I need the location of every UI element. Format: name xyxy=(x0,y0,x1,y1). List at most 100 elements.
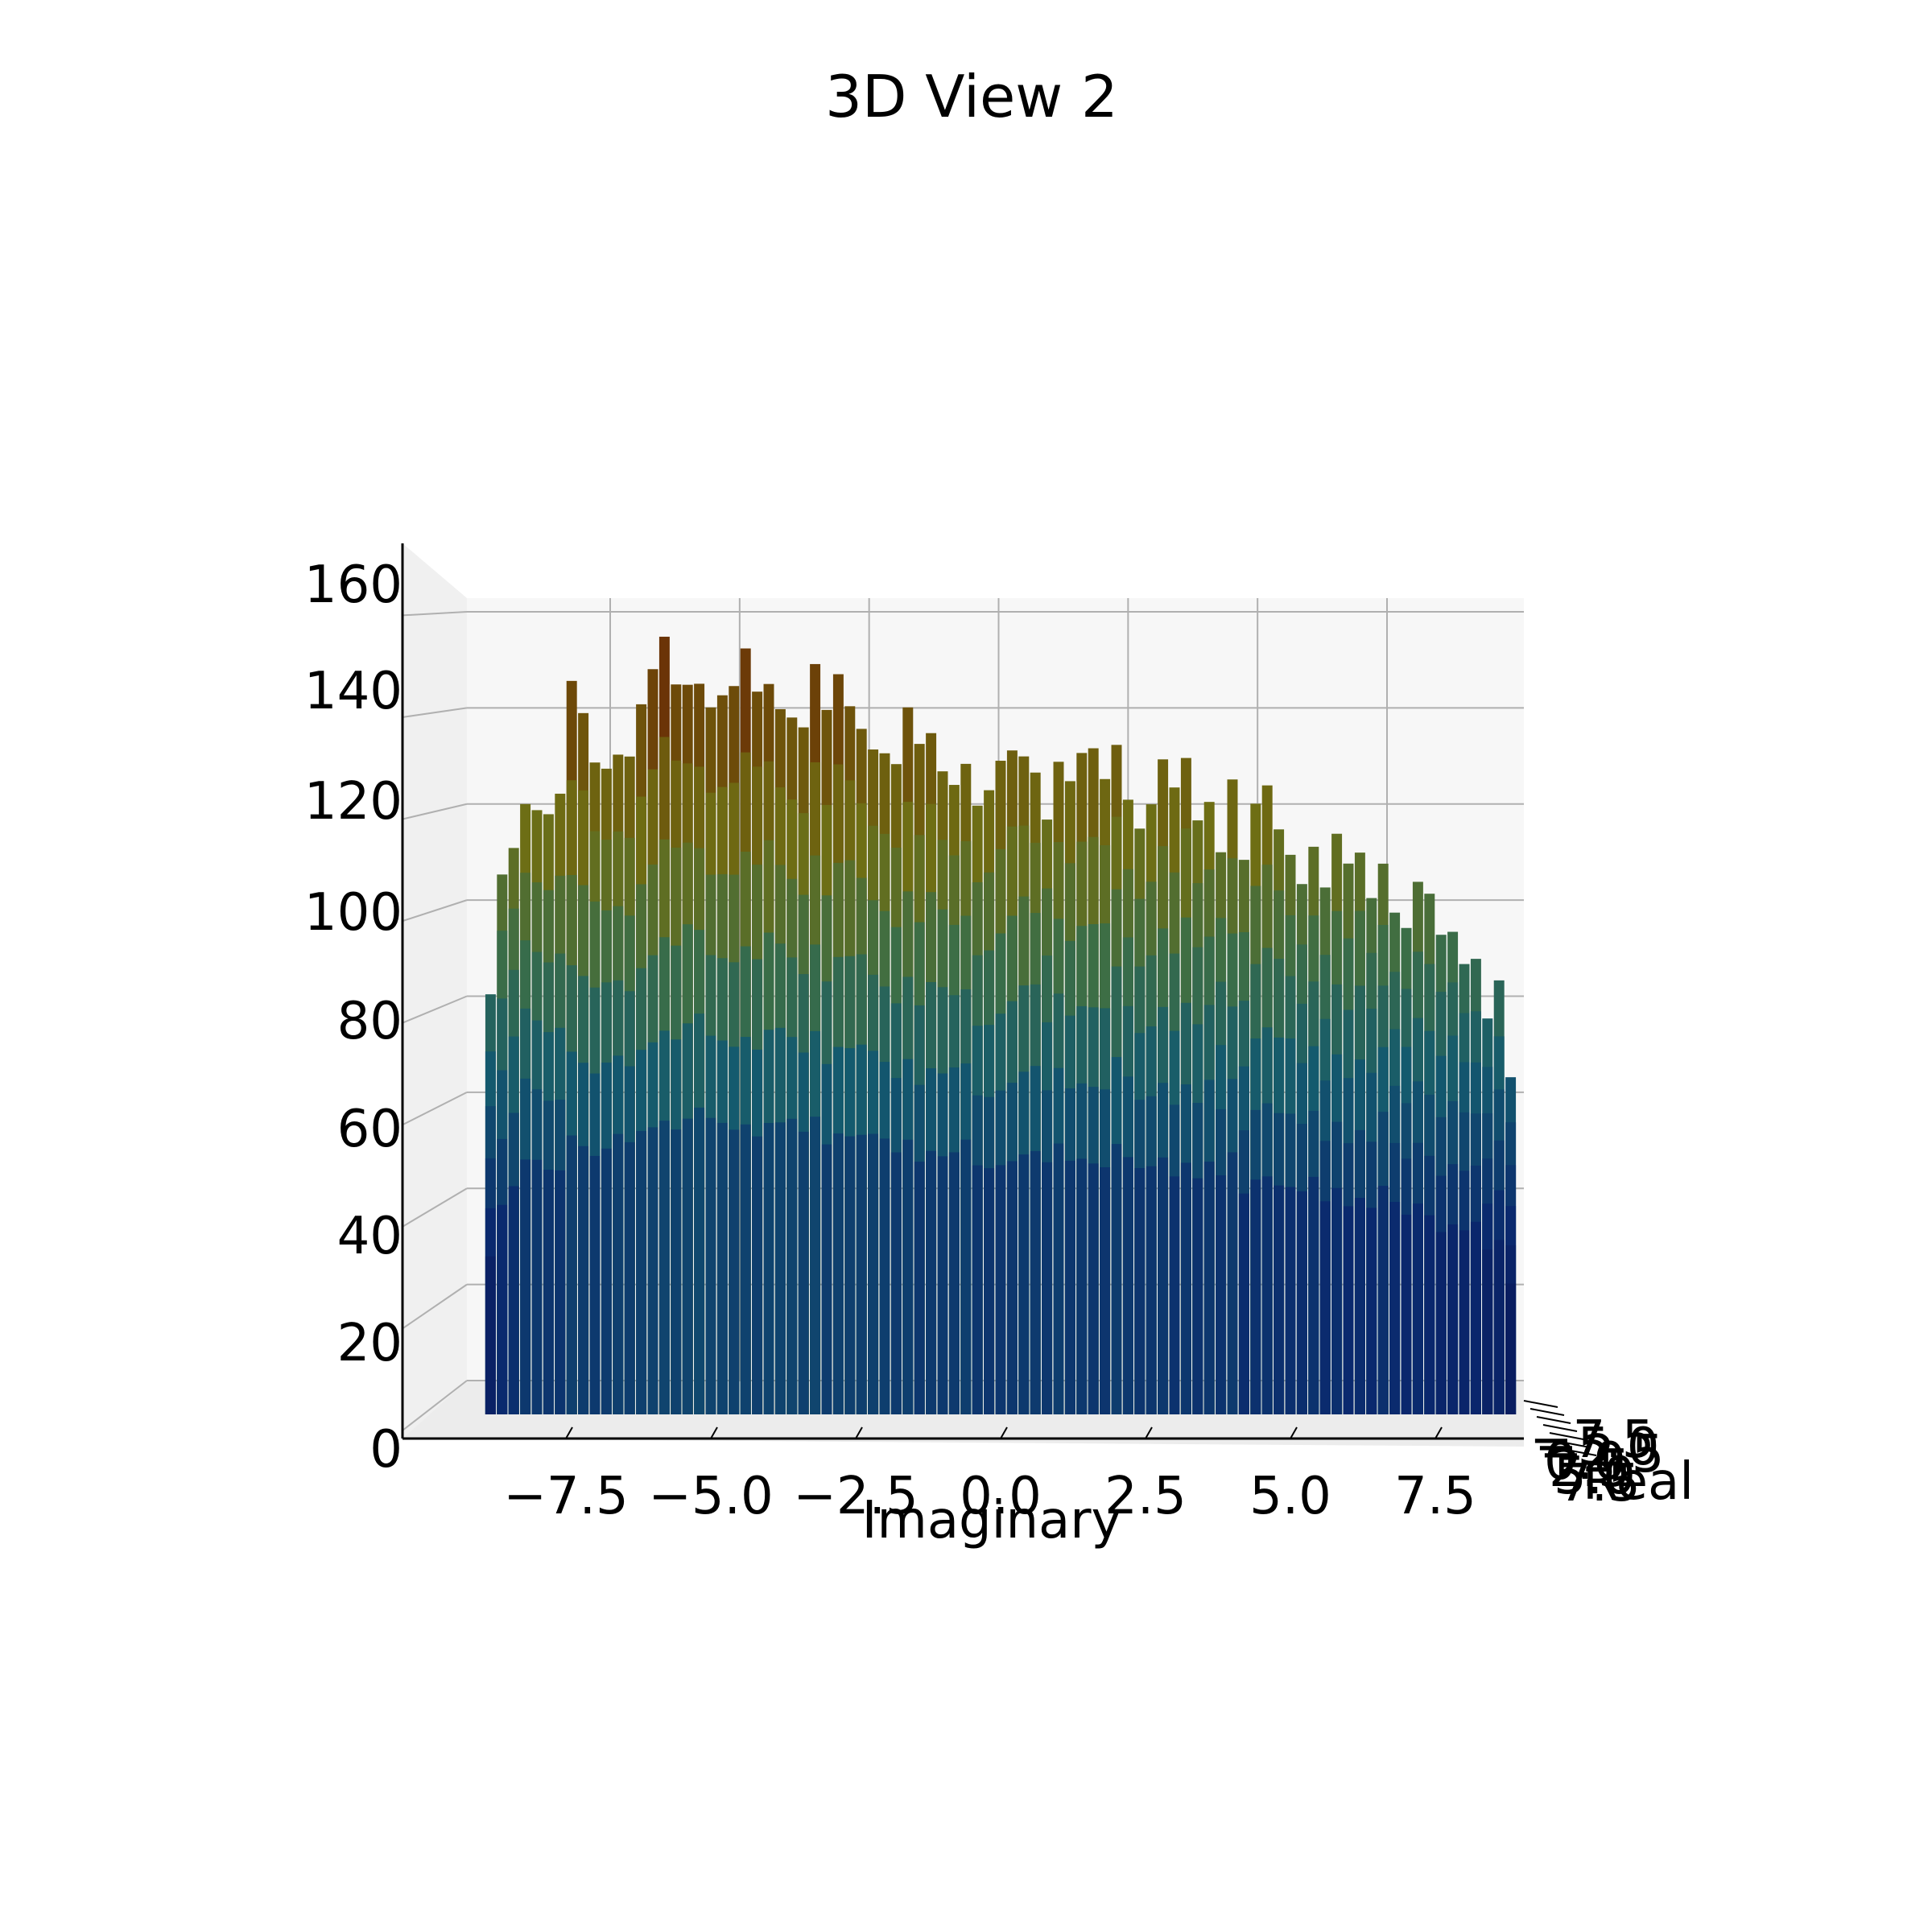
bar xyxy=(832,1133,844,1414)
x-tick-mark xyxy=(1290,1426,1298,1439)
y-tick-label: −7.5 xyxy=(1530,1410,1654,1470)
x-axis-label: Imaginary xyxy=(862,1491,1122,1550)
x-tick-mark xyxy=(710,1426,718,1439)
y-tick-mark xyxy=(1523,1400,1558,1408)
z-tick-label: 80 xyxy=(337,992,402,1051)
bar xyxy=(729,1129,740,1414)
x-tick-label: 5.0 xyxy=(1249,1467,1331,1526)
x-tick-mark xyxy=(1000,1426,1008,1439)
grid-line-side xyxy=(402,707,468,718)
bar xyxy=(1053,1143,1064,1414)
bar xyxy=(1064,1160,1075,1414)
x-tick-mark xyxy=(855,1426,863,1439)
bar xyxy=(844,1136,856,1414)
bar xyxy=(624,1141,635,1414)
x-tick-label: 7.5 xyxy=(1394,1467,1476,1526)
bar xyxy=(960,1139,972,1414)
x-tick-label: 0.0 xyxy=(960,1467,1042,1526)
x-tick-label: −2.5 xyxy=(793,1467,918,1526)
bar xyxy=(658,1121,670,1414)
bar xyxy=(1192,1178,1203,1414)
bar xyxy=(868,1133,879,1414)
bar xyxy=(543,1170,554,1414)
z-tick-label: 60 xyxy=(337,1100,402,1159)
bar xyxy=(890,1152,902,1414)
y-tick-label: 7.5 xyxy=(1558,1454,1641,1513)
bar xyxy=(636,1130,647,1414)
bar xyxy=(810,1117,821,1414)
bar xyxy=(1100,1167,1111,1414)
bar xyxy=(1424,1215,1435,1414)
bar xyxy=(1030,1150,1041,1414)
bar xyxy=(601,1148,612,1414)
grid-line-side xyxy=(402,803,468,820)
grid-line-side xyxy=(402,1283,468,1330)
y-tick-mark xyxy=(1549,1432,1584,1440)
bar xyxy=(1274,1185,1285,1414)
x-tick-label: −7.5 xyxy=(503,1467,628,1526)
x-tick-labels: −7.5 −5.0 −2.5 0.0 2.5 5.0 7.5 xyxy=(503,1426,1476,1526)
grid-line-side xyxy=(402,995,468,1024)
bar xyxy=(1238,1193,1249,1414)
bar xyxy=(485,1256,496,1414)
z-tick-label: 140 xyxy=(304,662,402,721)
side-pane xyxy=(402,543,467,1439)
bar xyxy=(694,1107,705,1414)
bar xyxy=(1006,1161,1018,1414)
bar xyxy=(972,1165,983,1414)
bars xyxy=(485,636,1517,1414)
bar xyxy=(520,1159,531,1414)
bar xyxy=(926,1150,937,1414)
x-tick-label: 2.5 xyxy=(1104,1467,1187,1526)
bar xyxy=(752,1136,763,1414)
grid-line-side xyxy=(402,1091,468,1126)
bar xyxy=(589,1155,601,1414)
bar xyxy=(1111,1144,1122,1414)
y-axis-label: Real xyxy=(1583,1452,1694,1512)
z-tick-label: 160 xyxy=(304,555,402,615)
bar xyxy=(1482,1249,1493,1414)
bar xyxy=(1146,1166,1157,1414)
bar xyxy=(705,1117,716,1414)
bar xyxy=(1354,1198,1365,1414)
bar xyxy=(1134,1168,1146,1414)
y-tick-mark xyxy=(1555,1440,1591,1448)
bar xyxy=(566,1135,577,1414)
y-tick-label: 5.0 xyxy=(1554,1447,1636,1506)
bar xyxy=(1042,1162,1053,1414)
bar xyxy=(1285,1187,1296,1414)
bar xyxy=(879,1138,890,1414)
bar xyxy=(1018,1154,1030,1414)
bar xyxy=(671,1129,682,1414)
bar xyxy=(1493,1240,1505,1414)
bar xyxy=(1261,1176,1273,1414)
bar xyxy=(1088,1163,1099,1414)
bar xyxy=(1389,1202,1401,1414)
bar xyxy=(995,1165,1006,1414)
grid-line-side xyxy=(402,899,468,923)
y-tick-mark xyxy=(1542,1424,1578,1432)
bar xyxy=(1122,1157,1133,1414)
bar xyxy=(774,1122,786,1414)
bar xyxy=(856,1134,867,1414)
bar xyxy=(984,1168,995,1414)
grid-line-side xyxy=(402,1187,468,1228)
bar xyxy=(1505,1283,1517,1414)
bar xyxy=(1377,1186,1389,1414)
bar xyxy=(798,1131,809,1414)
bar xyxy=(578,1146,589,1414)
bar xyxy=(740,1124,751,1414)
bar xyxy=(716,1122,728,1414)
bar xyxy=(1447,1224,1459,1414)
bar xyxy=(1435,1232,1447,1414)
bar xyxy=(613,1133,624,1414)
y-tick-mark xyxy=(1530,1408,1565,1416)
bar xyxy=(1296,1191,1307,1414)
bar xyxy=(937,1156,948,1414)
x-tick-mark xyxy=(1435,1426,1443,1439)
z-tick-label: 120 xyxy=(304,772,402,832)
bar xyxy=(647,1127,658,1414)
y-tick-mark xyxy=(1536,1416,1571,1424)
bar xyxy=(1343,1206,1354,1414)
